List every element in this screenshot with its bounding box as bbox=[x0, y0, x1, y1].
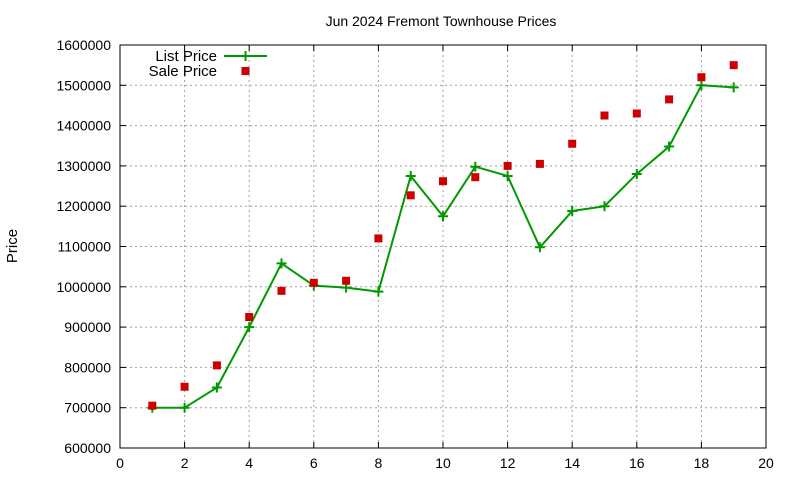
sale-price-point bbox=[212, 361, 221, 370]
sale-price-point bbox=[309, 278, 318, 287]
list-price-point bbox=[276, 258, 287, 269]
sale-price-point bbox=[503, 161, 512, 170]
sale-price-point bbox=[665, 95, 674, 104]
chart-title: Jun 2024 Fremont Townhouse Prices bbox=[326, 13, 557, 29]
sale-price-point bbox=[277, 286, 286, 295]
y-axis-label: Price bbox=[4, 229, 21, 263]
sale-price-point bbox=[148, 401, 157, 410]
legend-sample-sale-price-marker bbox=[241, 67, 250, 75]
y-tick-label: 800000 bbox=[64, 359, 111, 375]
sale-price-point bbox=[406, 191, 415, 200]
sale-price-point bbox=[245, 313, 254, 322]
list-price-point bbox=[405, 170, 416, 181]
list-price-point bbox=[438, 211, 448, 222]
y-tick-label: 1200000 bbox=[56, 198, 111, 214]
sale-price-point bbox=[632, 109, 641, 118]
sale-price-point bbox=[729, 61, 738, 70]
data-series bbox=[147, 61, 739, 413]
x-tick-label: 0 bbox=[116, 455, 124, 471]
legend-sample-list-price-marker bbox=[240, 51, 251, 61]
list-price-point bbox=[373, 286, 384, 297]
grid-lines bbox=[120, 45, 766, 448]
sale-price-point bbox=[439, 177, 447, 186]
sale-price-point bbox=[535, 159, 544, 168]
y-tick-label: 1600000 bbox=[56, 37, 111, 53]
y-tick-label: 1500000 bbox=[56, 77, 111, 93]
y-tick-label: 1300000 bbox=[56, 158, 111, 174]
y-tick-label: 1400000 bbox=[56, 118, 111, 134]
x-tick-label: 4 bbox=[245, 455, 253, 471]
list-price-point bbox=[728, 82, 739, 93]
list-price-point bbox=[664, 141, 675, 152]
sale-price-point bbox=[471, 173, 480, 182]
list-price-point bbox=[211, 382, 222, 393]
list-price-point bbox=[244, 322, 255, 333]
axis-ticks: 0 2 4 6 8 10 12 14 16 18 20 600000 700000 800000 90000… bbox=[56, 37, 774, 471]
sale-price-point bbox=[180, 382, 189, 391]
x-tick-label: 14 bbox=[564, 455, 580, 471]
y-tick-label: 1000000 bbox=[56, 279, 111, 295]
x-tick-label: 18 bbox=[694, 455, 710, 471]
x-tick-label: 12 bbox=[500, 455, 516, 471]
sale-price-point bbox=[568, 139, 577, 148]
sale-price-point bbox=[600, 111, 609, 120]
sale-price-point bbox=[342, 276, 351, 285]
x-tick-label: 10 bbox=[435, 455, 451, 471]
list-price-point bbox=[502, 170, 513, 181]
y-tick-label: 700000 bbox=[64, 400, 111, 416]
y-tick-label: 1100000 bbox=[58, 239, 112, 255]
sale-price-point bbox=[374, 234, 383, 243]
sale-price-point bbox=[697, 73, 706, 82]
legend-label-list-price: List Price bbox=[155, 48, 217, 65]
y-tick-label: 900000 bbox=[64, 319, 111, 335]
list-price-point bbox=[179, 402, 190, 413]
x-tick-label: 6 bbox=[310, 455, 318, 471]
list-price-point bbox=[696, 80, 707, 91]
legend: List Price Sale Price bbox=[149, 48, 267, 80]
x-tick-label: 8 bbox=[375, 455, 383, 471]
x-tick-label: 2 bbox=[181, 455, 189, 471]
list-price-point bbox=[631, 168, 642, 179]
x-tick-label: 20 bbox=[758, 455, 774, 471]
legend-label-sale-price: Sale Price bbox=[149, 63, 217, 80]
list-price-point bbox=[599, 201, 610, 212]
x-tick-label: 16 bbox=[629, 455, 645, 471]
y-tick-label: 600000 bbox=[64, 440, 111, 456]
list-price-point bbox=[470, 161, 481, 172]
list-price-point bbox=[534, 242, 545, 253]
list-price-point bbox=[567, 206, 578, 217]
